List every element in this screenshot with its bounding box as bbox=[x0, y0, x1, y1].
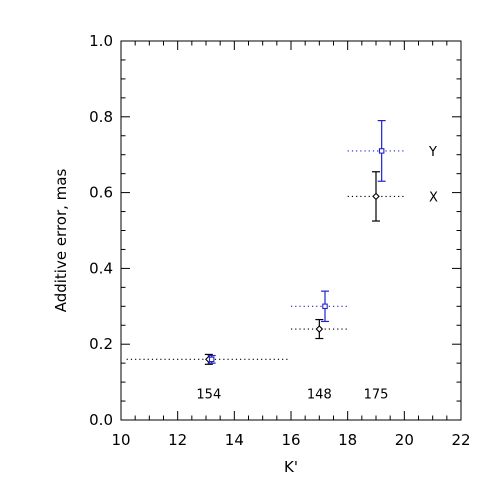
count-label: 175 bbox=[364, 387, 389, 402]
y-tick-label: 0.4 bbox=[89, 259, 113, 277]
point-Y bbox=[378, 148, 385, 154]
x-tick-label: 16 bbox=[281, 431, 300, 449]
series-label-X: X bbox=[429, 190, 438, 205]
x-tick-label: 22 bbox=[451, 431, 470, 449]
x-tick-label: 10 bbox=[111, 431, 130, 449]
plot-frame bbox=[120, 40, 462, 421]
axis-tick-labels: 10 12 14 16 18 20 22 0.0 0.2 0.4 0.6 0.8 1.0 bbox=[89, 32, 470, 449]
point-X bbox=[372, 192, 380, 201]
point-Y bbox=[322, 303, 328, 310]
y-axis-title: Additive error, mas bbox=[52, 169, 70, 313]
point-Y bbox=[208, 356, 215, 363]
y-tick-label: 0.8 bbox=[89, 108, 113, 126]
axis-ticks bbox=[120, 40, 462, 421]
y-tick-label: 1.0 bbox=[89, 32, 113, 50]
annotations: Y X 154 148 175 bbox=[196, 145, 438, 403]
y-tick-label: 0.2 bbox=[89, 335, 113, 353]
x-axis-title: K' bbox=[284, 458, 298, 476]
point-X bbox=[315, 325, 324, 333]
x-tick-label: 20 bbox=[395, 431, 414, 449]
data-marks bbox=[126, 119, 405, 365]
x-tick-label: 14 bbox=[225, 431, 244, 449]
y-tick-label: 0.6 bbox=[89, 184, 113, 202]
x-tick-label: 12 bbox=[168, 431, 187, 449]
series-label-Y: Y bbox=[428, 145, 437, 160]
y-tick-label: 0.0 bbox=[89, 411, 113, 429]
count-label: 154 bbox=[196, 387, 221, 402]
plot-border bbox=[120, 40, 462, 421]
x-tick-label: 18 bbox=[338, 431, 357, 449]
count-label: 148 bbox=[307, 387, 332, 402]
series-Y bbox=[207, 119, 405, 364]
series-X bbox=[126, 171, 405, 365]
